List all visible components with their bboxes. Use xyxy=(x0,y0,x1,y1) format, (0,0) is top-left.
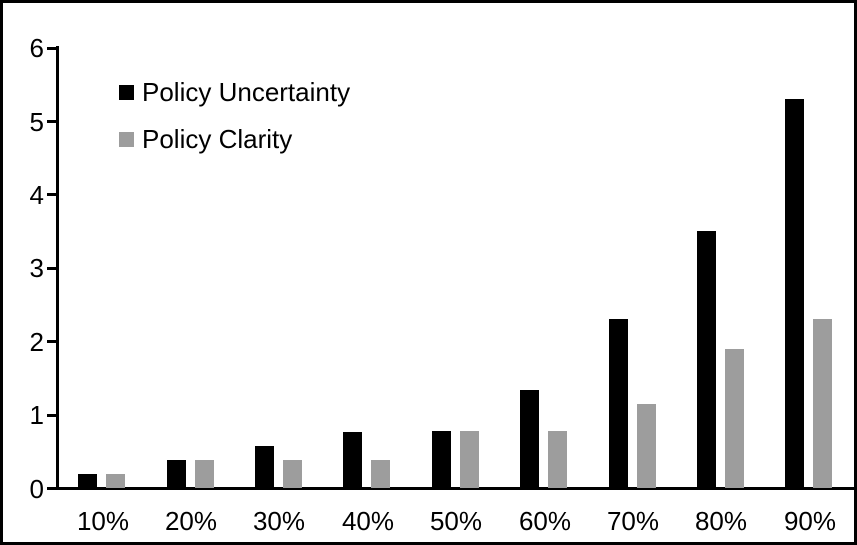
bar-policy-uncertainty-70% xyxy=(609,319,628,488)
legend-label-policy-clarity: Policy Clarity xyxy=(142,123,293,154)
x-axis-line xyxy=(56,487,854,490)
bar-policy-uncertainty-50% xyxy=(432,431,451,488)
legend-label-policy-uncertainty: Policy Uncertainty xyxy=(142,76,351,107)
y-axis-tick-label: 6 xyxy=(29,33,44,63)
y-axis-tick xyxy=(47,414,56,417)
y-axis-tick-label: 2 xyxy=(29,327,44,357)
y-axis-tick xyxy=(47,120,56,123)
bar-policy-uncertainty-10% xyxy=(78,474,97,488)
y-axis-tick xyxy=(47,487,56,490)
x-axis-category-label: 50% xyxy=(429,506,483,536)
x-axis-category-label: 40% xyxy=(341,506,395,536)
x-axis-category-label: 80% xyxy=(694,506,748,536)
bar-policy-clarity-40% xyxy=(371,460,390,488)
bar-policy-clarity-50% xyxy=(460,431,479,488)
x-axis-category-label: 60% xyxy=(518,506,572,536)
legend-swatch-policy-uncertainty xyxy=(119,84,134,100)
legend-item-policy-uncertainty: Policy Uncertainty xyxy=(119,76,351,107)
x-axis-category-label: 10% xyxy=(76,506,130,536)
bar-policy-clarity-30% xyxy=(283,460,302,488)
y-axis-tick xyxy=(47,193,56,196)
x-axis-category-label: 20% xyxy=(164,506,218,536)
y-axis-line xyxy=(56,46,59,490)
bar-policy-uncertainty-30% xyxy=(255,446,274,488)
x-axis-category-label: 90% xyxy=(783,506,837,536)
y-axis-tick xyxy=(47,267,56,270)
y-axis-tick-label: 3 xyxy=(29,253,44,283)
bar-policy-clarity-90% xyxy=(813,319,832,488)
bar-policy-clarity-10% xyxy=(106,474,125,488)
bar-policy-clarity-70% xyxy=(637,404,656,488)
y-axis-tick xyxy=(47,340,56,343)
bar-policy-uncertainty-60% xyxy=(520,390,539,488)
bar-policy-uncertainty-90% xyxy=(785,99,804,488)
y-axis-tick-label: 4 xyxy=(29,180,44,210)
legend-item-policy-clarity: Policy Clarity xyxy=(119,123,350,154)
legend-swatch-policy-clarity xyxy=(119,131,134,147)
y-axis-tick-label: 5 xyxy=(29,107,44,137)
x-axis-category-label: 30% xyxy=(252,506,306,536)
bar-policy-clarity-80% xyxy=(725,349,744,488)
bar-policy-uncertainty-40% xyxy=(343,432,362,488)
bar-policy-clarity-60% xyxy=(548,431,567,488)
bar-policy-uncertainty-20% xyxy=(167,460,186,488)
chart-legend: Policy Uncertainty Policy Clarity xyxy=(119,76,351,172)
bar-policy-clarity-20% xyxy=(195,460,214,488)
x-axis-category-label: 70% xyxy=(606,506,660,536)
bar-policy-uncertainty-80% xyxy=(697,231,716,488)
y-axis-tick xyxy=(47,47,56,50)
y-axis-tick-label: 0 xyxy=(29,474,44,504)
y-axis-tick-label: 1 xyxy=(29,400,44,430)
